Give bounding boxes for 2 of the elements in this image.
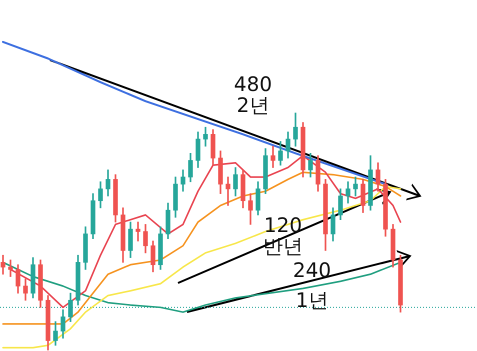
annotation: 480 2년 (234, 72, 272, 117)
annotation: 240 1년 (292, 257, 332, 314)
